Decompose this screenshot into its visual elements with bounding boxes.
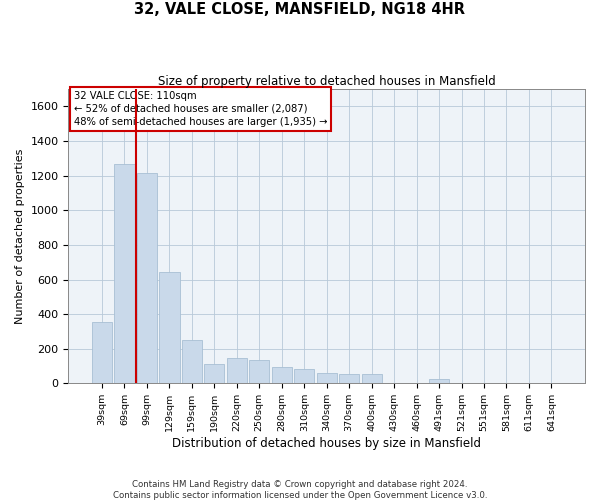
Bar	[115, 164, 134, 384]
Text: 32 VALE CLOSE: 110sqm
← 52% of detached houses are smaller (2,087)
48% of semi-d: 32 VALE CLOSE: 110sqm ← 52% of detached …	[74, 90, 327, 127]
Bar	[339, 374, 359, 384]
Bar	[249, 360, 269, 384]
Bar	[227, 358, 247, 384]
Text: 32, VALE CLOSE, MANSFIELD, NG18 4HR: 32, VALE CLOSE, MANSFIELD, NG18 4HR	[134, 2, 466, 18]
Text: Contains HM Land Registry data © Crown copyright and database right 2024.
Contai: Contains HM Land Registry data © Crown c…	[113, 480, 487, 500]
Bar	[362, 374, 382, 384]
Y-axis label: Number of detached properties: Number of detached properties	[15, 148, 25, 324]
Bar	[182, 340, 202, 384]
Bar	[92, 322, 112, 384]
Bar	[294, 369, 314, 384]
X-axis label: Distribution of detached houses by size in Mansfield: Distribution of detached houses by size …	[172, 437, 481, 450]
Bar	[317, 373, 337, 384]
Title: Size of property relative to detached houses in Mansfield: Size of property relative to detached ho…	[158, 75, 496, 88]
Bar	[429, 379, 449, 384]
Bar	[272, 368, 292, 384]
Bar	[204, 364, 224, 384]
Bar	[159, 272, 179, 384]
Bar	[137, 173, 157, 384]
